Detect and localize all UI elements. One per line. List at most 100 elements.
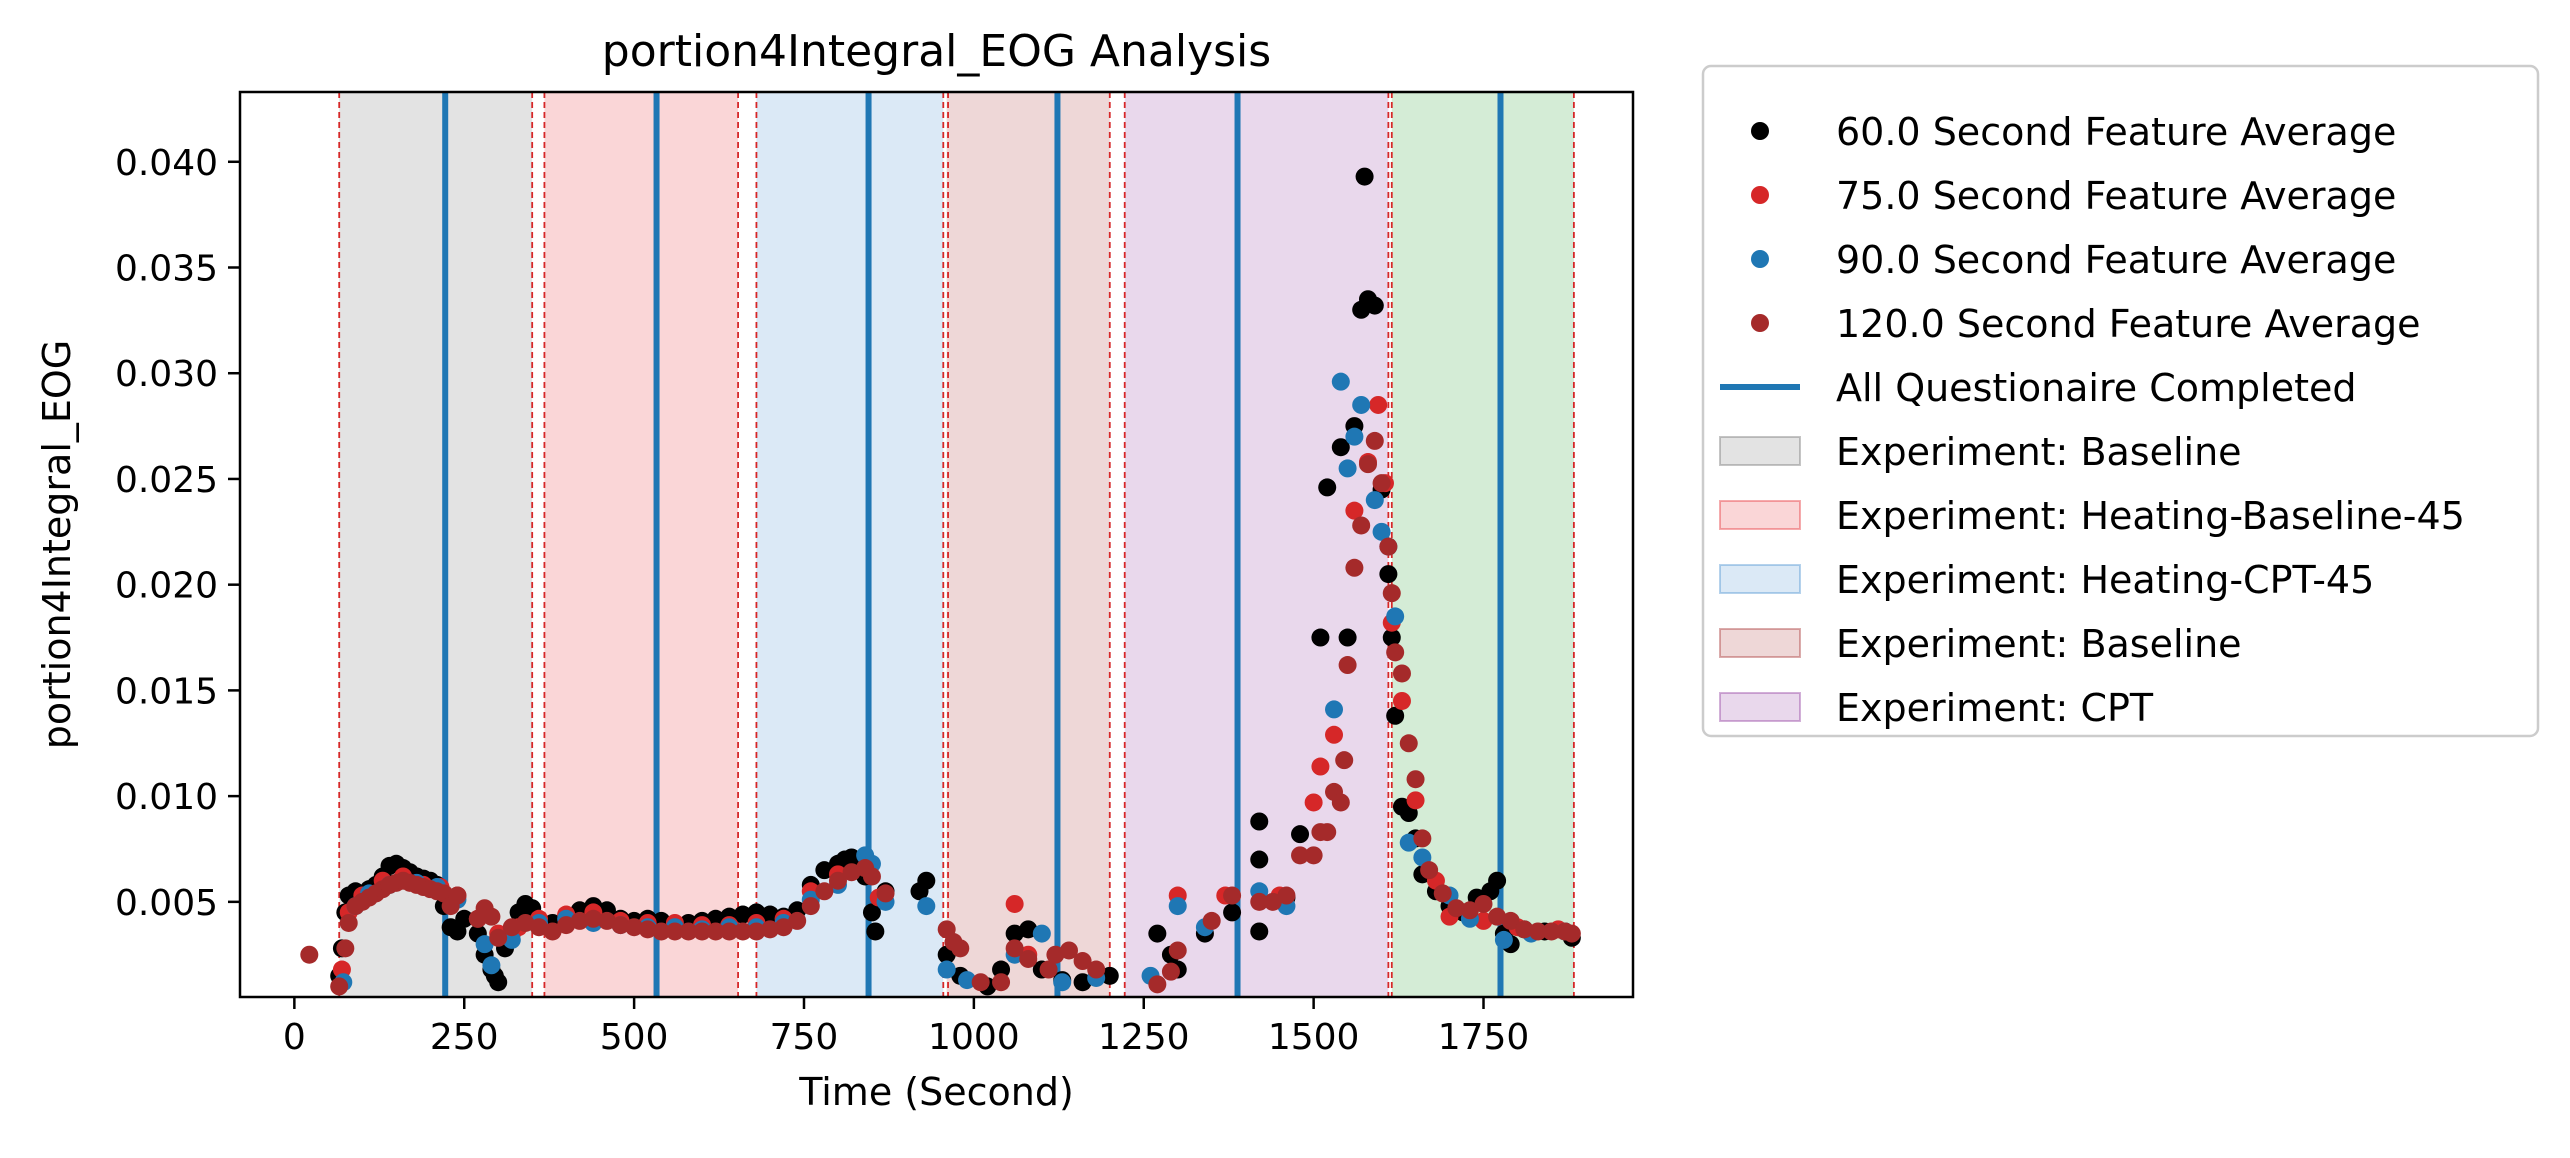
y-tick-label: 0.040 (115, 143, 218, 184)
data-point (761, 905, 780, 924)
legend-label-region: Experiment: Heating-CPT-45 (1836, 558, 2374, 602)
data-point (971, 973, 990, 992)
data-point (1369, 395, 1388, 414)
legend-label-series: 120.0 Second Feature Average (1836, 302, 2421, 346)
data-point (1399, 734, 1418, 753)
legend-label-series: 60.0 Second Feature Average (1836, 110, 2396, 154)
legend-label-series: 75.0 Second Feature Average (1836, 174, 2396, 218)
data-point (747, 922, 766, 941)
data-point (1406, 791, 1425, 810)
data-point (1338, 656, 1357, 675)
data-point (828, 871, 847, 890)
data-point (1345, 427, 1364, 446)
data-point (1019, 920, 1038, 939)
legend-region-swatch (1719, 500, 1801, 530)
data-point (482, 956, 501, 975)
data-point (1386, 643, 1405, 662)
data-point (336, 939, 355, 958)
data-point (1392, 664, 1411, 683)
data-point (1250, 922, 1269, 941)
data-point (1433, 884, 1452, 903)
data-point (1501, 911, 1520, 930)
data-point (1365, 431, 1384, 450)
data-point (448, 886, 467, 905)
data-point (482, 907, 501, 926)
data-point (917, 897, 936, 916)
data-point (1046, 945, 1065, 964)
data-point (570, 911, 589, 930)
data-point (1382, 584, 1401, 603)
x-axis-ticks: 0 250 500 750 1000 1250 1500 1750 (283, 997, 1529, 1058)
data-point (1413, 829, 1432, 848)
data-point (502, 918, 521, 937)
y-tick-label: 0.015 (115, 671, 218, 712)
data-point (1335, 751, 1354, 770)
data-point (706, 922, 725, 941)
data-point (1005, 894, 1024, 913)
data-point (489, 973, 508, 992)
data-point (529, 918, 548, 937)
legend-label-region: Experiment: Heating-Baseline-45 (1836, 494, 2465, 538)
data-point (1304, 846, 1323, 865)
data-point (862, 903, 881, 922)
data-point (1420, 861, 1439, 880)
data-point (1073, 952, 1092, 971)
data-point (761, 920, 780, 939)
data-point (1223, 886, 1242, 905)
data-point (625, 918, 644, 937)
x-axis-label: Time (Second) (798, 1070, 1074, 1114)
data-point (1379, 537, 1398, 556)
legend-marker (1751, 314, 1769, 332)
legend-marker (1751, 250, 1769, 268)
experiment-regions (339, 92, 1574, 997)
legend-label-region: Experiment: Baseline (1836, 430, 2242, 474)
data-point (557, 916, 576, 935)
data-point (1053, 973, 1072, 992)
data-point (1331, 793, 1350, 812)
data-point (1331, 372, 1350, 391)
data-point (1263, 892, 1282, 911)
data-point (1277, 886, 1296, 905)
data-point (1060, 941, 1079, 960)
chart-title: portion4Integral_EOG Analysis (602, 26, 1271, 77)
data-point (1291, 825, 1310, 844)
legend-marker (1751, 122, 1769, 140)
data-point (652, 922, 671, 941)
data-point (1311, 757, 1330, 776)
data-points (300, 167, 1581, 996)
experiment-region-3 (756, 92, 944, 997)
data-point (300, 945, 319, 964)
data-point (1005, 924, 1024, 943)
data-point (1515, 920, 1534, 939)
data-point (1073, 973, 1092, 992)
y-tick-label: 0.025 (115, 460, 218, 501)
data-point (1311, 628, 1330, 647)
data-point (1202, 911, 1221, 930)
data-point (1318, 823, 1337, 842)
x-tick-label: 1250 (1098, 1017, 1190, 1058)
data-point (774, 918, 793, 937)
data-point (876, 884, 895, 903)
data-point (1100, 966, 1119, 985)
data-point (1474, 911, 1493, 930)
data-point (455, 909, 474, 928)
data-point (958, 971, 977, 990)
data-point (1528, 922, 1547, 941)
legend: 60.0 Second Feature Average 75.0 Second F… (1701, 64, 2540, 738)
experiment-region-1 (339, 92, 533, 997)
y-tick-label: 0.020 (115, 566, 218, 607)
data-point (1250, 850, 1269, 869)
data-point (1447, 899, 1466, 918)
data-point (693, 922, 712, 941)
data-point (1345, 501, 1364, 520)
data-point (475, 935, 494, 954)
data-point (1386, 706, 1405, 725)
y-tick-label: 0.035 (115, 249, 218, 290)
data-point (733, 905, 752, 924)
data-point (1338, 628, 1357, 647)
x-tick-label: 500 (600, 1017, 669, 1058)
legend-region-swatch (1719, 692, 1801, 722)
x-tick-label: 1500 (1268, 1017, 1360, 1058)
data-point (1365, 491, 1384, 510)
